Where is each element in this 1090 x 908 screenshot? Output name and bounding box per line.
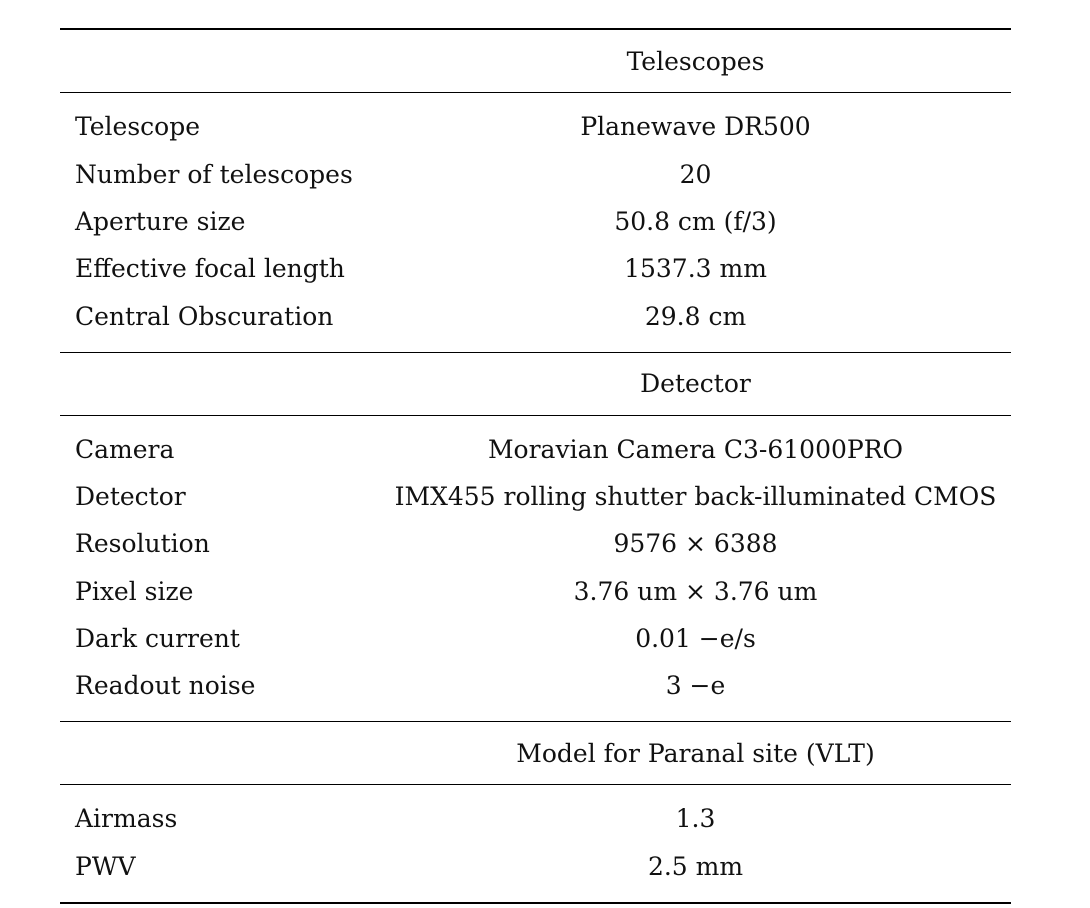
table-row: Readout noise 3 −e (60, 662, 1011, 709)
section-rule (60, 351, 1011, 353)
section-title: Model for Paranal site (VLT) (516, 738, 875, 768)
section-header-telescopes: Telescopes (60, 30, 1011, 92)
table-row: Dark current 0.01 −e/s (60, 615, 1011, 662)
specs-table: Telescopes Telescope Planewave DR500 Num… (60, 28, 1011, 904)
row-value: 0.01 −e/s (635, 623, 756, 653)
row-value: IMX455 rolling shutter back-illuminated … (394, 482, 997, 512)
section-rule (60, 92, 1011, 93)
table-row: Detector IMX455 rolling shutter back-ill… (60, 473, 1011, 520)
table-row: Airmass 1.3 (60, 795, 1011, 842)
top-rule (60, 28, 1011, 30)
section-rule (60, 414, 1011, 416)
section-header-detector: Detector (60, 353, 1011, 415)
table-row: Camera Moravian Camera C3-61000PRO (60, 426, 1011, 473)
row-label: Readout noise (75, 670, 256, 700)
section-title: Telescopes (626, 46, 765, 76)
table-row: PWV 2.5 mm (60, 842, 1011, 889)
section-header-site-model: Model for Paranal site (VLT) (60, 722, 1011, 784)
row-label: Central Obscuration (75, 301, 334, 331)
section-body-site-model: Airmass 1.3 PWV 2.5 mm (60, 785, 1011, 902)
row-label: Pixel size (75, 576, 194, 606)
row-value: 1.3 (675, 804, 716, 834)
section-body-detector: Camera Moravian Camera C3-61000PRO Detec… (60, 416, 1011, 721)
section-rule (60, 721, 1011, 723)
row-label: Detector (75, 482, 186, 512)
row-label: Airmass (75, 804, 178, 834)
row-label: Effective focal length (75, 254, 345, 284)
table-row: Effective focal length 1537.3 mm (60, 245, 1011, 292)
row-value: 9576 × 6388 (613, 529, 778, 559)
row-value: Moravian Camera C3-61000PRO (487, 435, 904, 465)
row-value: 20 (679, 159, 712, 189)
row-value: 29.8 cm (644, 301, 747, 331)
row-value: 2.5 mm (647, 851, 744, 881)
table-row: Pixel size 3.76 um × 3.76 um (60, 568, 1011, 615)
row-value: Planewave DR500 (580, 112, 811, 142)
row-label: Telescope (75, 112, 200, 142)
bottom-rule (60, 901, 1011, 904)
table-row: Resolution 9576 × 6388 (60, 520, 1011, 567)
row-value: 50.8 cm (f/3) (614, 206, 777, 236)
table-row: Number of telescopes 20 (60, 150, 1011, 197)
row-label: Camera (75, 435, 175, 465)
section-body-telescopes: Telescope Planewave DR500 Number of tele… (60, 93, 1011, 352)
row-value: 3 −e (665, 670, 726, 700)
row-label: PWV (75, 851, 136, 881)
row-label: Resolution (75, 529, 210, 559)
row-value: 3.76 um × 3.76 um (573, 576, 818, 606)
row-value: 1537.3 mm (624, 254, 767, 284)
section-title: Detector (640, 369, 751, 399)
section-rule (60, 784, 1011, 786)
table-row: Central Obscuration 29.8 cm (60, 293, 1011, 340)
row-label: Aperture size (75, 206, 246, 236)
table-row: Telescope Planewave DR500 (60, 103, 1011, 150)
table-row: Aperture size 50.8 cm (f/3) (60, 198, 1011, 245)
row-label: Dark current (75, 623, 240, 653)
row-label: Number of telescopes (75, 159, 353, 189)
